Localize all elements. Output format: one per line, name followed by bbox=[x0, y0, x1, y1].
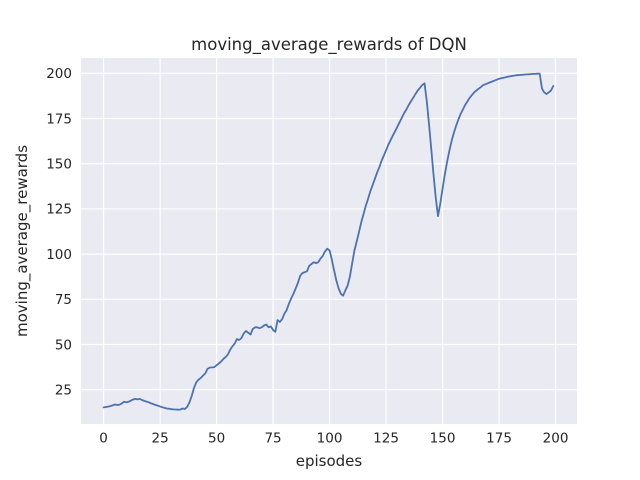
y-tick-label: 175 bbox=[46, 111, 72, 127]
y-axis-label: moving_average_rewards bbox=[13, 145, 32, 337]
x-tick-label: 200 bbox=[543, 431, 569, 447]
y-tick-label: 50 bbox=[55, 337, 72, 353]
y-tick-label: 125 bbox=[46, 202, 72, 218]
y-tick-label: 200 bbox=[46, 66, 72, 82]
x-tick-label: 25 bbox=[151, 431, 168, 447]
y-tick-label: 25 bbox=[55, 382, 72, 398]
chart-title: moving_average_rewards of DQN bbox=[191, 35, 467, 55]
x-tick-label: 150 bbox=[430, 431, 456, 447]
x-tick-labels: 0 25 50 75 100 125 150 175 200 bbox=[99, 431, 568, 447]
x-tick-label: 100 bbox=[317, 431, 343, 447]
y-tick-label: 75 bbox=[55, 292, 72, 308]
y-tick-label: 100 bbox=[46, 247, 72, 263]
x-tick-label: 75 bbox=[264, 431, 281, 447]
series-path bbox=[102, 72, 555, 411]
x-tick-label: 125 bbox=[373, 431, 399, 447]
x-tick-label: 175 bbox=[486, 431, 512, 447]
y-tick-label: 150 bbox=[46, 157, 72, 173]
y-tick-labels: 25 50 75 100 125 150 175 200 bbox=[46, 66, 72, 398]
x-axis-label: episodes bbox=[296, 452, 363, 470]
x-tick-label: 50 bbox=[208, 431, 225, 447]
x-tick-label: 0 bbox=[99, 431, 108, 447]
reward-line bbox=[102, 72, 555, 411]
grid-lines bbox=[81, 58, 577, 424]
